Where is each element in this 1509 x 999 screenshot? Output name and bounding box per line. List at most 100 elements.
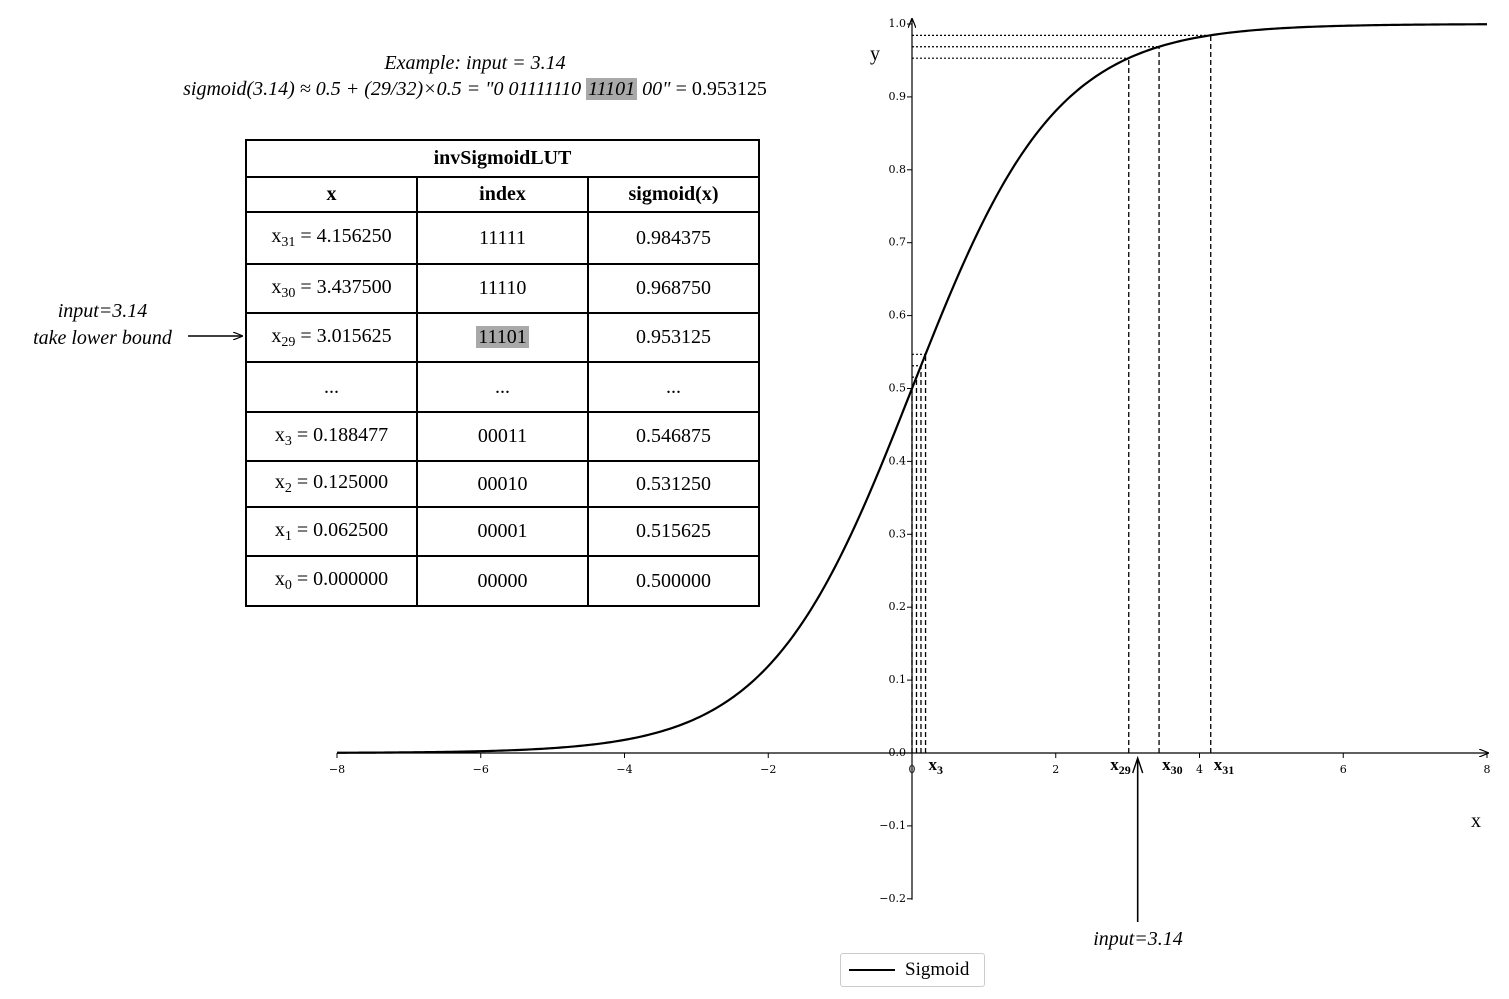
header-x: x: [245, 176, 418, 213]
x-tick-label: −2: [760, 763, 776, 776]
x-value: = 3.015625: [300, 324, 392, 347]
cell-sigmoid: 0.500000: [587, 555, 760, 607]
curve-layer: [336, 23, 1488, 754]
table-row: x3 = 0.188477 00011 0.546875: [245, 411, 760, 462]
cell-ellipsis: ...: [416, 361, 589, 413]
x-subscript: 3: [284, 433, 292, 449]
lut-table: invSigmoidLUT x index sigmoid(x) x31 = 4…: [245, 139, 760, 607]
x-subscript: 1: [284, 528, 292, 544]
cell-index: 11110: [416, 263, 589, 314]
cell-x: x1 = 0.062500: [245, 506, 418, 557]
table-row: x1 = 0.062500 00001 0.515625: [245, 506, 760, 557]
cell-sigmoid: 0.953125: [587, 312, 760, 363]
x-tick-label: 0: [909, 763, 916, 776]
sigmoid-curve: [336, 23, 1488, 754]
point-labels: x3 x29 x30 x31: [929, 755, 1235, 777]
example-title: Example: input = 3.14: [384, 52, 566, 74]
header-sigmoid: sigmoid(x): [587, 176, 760, 213]
cell-x: x30 = 3.437500: [245, 263, 418, 314]
header-index: index: [416, 176, 589, 213]
cell-x: x31 = 4.156250: [245, 211, 418, 265]
cell-sigmoid: 0.531250: [587, 460, 760, 508]
y-tick-label: 0.9: [889, 90, 907, 103]
x-tick-label: −8: [329, 763, 345, 776]
table-row: x30 = 3.437500 11110 0.968750: [245, 263, 760, 314]
y-tick-label: 0.6: [889, 309, 907, 322]
x-subscript: 0: [284, 578, 292, 593]
point-label-base: x: [929, 755, 938, 774]
highlighted-index: 11101: [476, 326, 529, 348]
cell-x: x2 = 0.125000: [245, 460, 418, 508]
point-label-base: x: [1162, 755, 1171, 774]
cell-sigmoid: 0.984375: [587, 211, 760, 265]
y-tick-label: 0.5: [889, 382, 907, 395]
cell-index: 00000: [416, 555, 589, 607]
legend: Sigmoid: [840, 953, 985, 987]
table-note-line1: input=3.14: [57, 300, 148, 322]
table-row-highlighted: x29 = 3.015625 11101 0.953125: [245, 312, 760, 363]
table-title: invSigmoidLUT: [245, 139, 760, 178]
cell-sigmoid: 0.546875: [587, 411, 760, 462]
point-label-base: x: [1110, 755, 1119, 774]
point-label: x3: [929, 755, 944, 777]
x-tick-label: 8: [1484, 763, 1491, 776]
cell-index: 00010: [416, 460, 589, 508]
cell-ellipsis: ...: [587, 361, 760, 413]
input-arrow-head: [1132, 755, 1144, 774]
point-label-subscript: 29: [1119, 763, 1131, 777]
y-tick-label: 0.3: [889, 527, 907, 540]
table-row-ellipsis: ... ... ...: [245, 361, 760, 413]
cell-index: 00011: [416, 411, 589, 462]
cell-index: 00001: [416, 506, 589, 557]
table-row: x2 = 0.125000 00010 0.531250: [245, 460, 760, 508]
formula-result: = 0.953125: [670, 78, 767, 100]
formula-suffix: 00": [637, 78, 671, 100]
y-tick-label: −0.1: [879, 819, 906, 832]
x-tick-label: −6: [473, 763, 489, 776]
cell-x: x3 = 0.188477: [245, 411, 418, 462]
y-tick-label: 0.1: [889, 673, 907, 686]
y-tick-label: 0.7: [889, 236, 907, 249]
point-label: x30: [1162, 755, 1183, 777]
cell-sigmoid: 0.515625: [587, 506, 760, 557]
y-tick-label: 0.2: [889, 600, 907, 613]
table-note-line2: take lower bound: [33, 327, 172, 349]
cell-x: x29 = 3.015625: [245, 312, 418, 363]
point-label: x31: [1214, 755, 1235, 777]
x-subscript: 31: [281, 235, 296, 250]
x-value: = 0.000000: [296, 568, 389, 590]
cell-index: 11101: [416, 312, 589, 363]
y-axis-label: y: [870, 43, 880, 65]
x-value: = 4.156250: [300, 225, 392, 247]
x-value: = 0.188477: [296, 423, 389, 446]
x-subscript: 30: [281, 285, 296, 301]
x-subscript: 2: [284, 481, 292, 496]
annotations: [188, 336, 1144, 922]
point-label-subscript: 30: [1171, 763, 1183, 777]
cell-ellipsis: ...: [245, 361, 418, 413]
table-row: x0 = 0.000000 00000 0.500000: [245, 555, 760, 607]
y-tick-label: 0.8: [889, 163, 907, 176]
axis-input-note: input=3.14: [1093, 928, 1183, 950]
y-tick-label: 1.0: [889, 17, 907, 30]
point-label-subscript: 31: [1222, 763, 1234, 777]
x-subscript: 29: [281, 334, 296, 350]
legend-label: Sigmoid: [905, 959, 970, 980]
cell-x: x0 = 0.000000: [245, 555, 418, 607]
x-tick-label: 4: [1196, 763, 1203, 776]
point-label-base: x: [1214, 755, 1223, 774]
x-value: = 0.125000: [296, 471, 389, 493]
cell-index: 11111: [416, 211, 589, 265]
x-tick-label: −4: [616, 763, 632, 776]
table-note: input=3.14 take lower bound: [20, 298, 185, 352]
y-tick-label: 0.0: [889, 746, 907, 759]
x-tick-label: 2: [1052, 763, 1059, 776]
cell-sigmoid: 0.968750: [587, 263, 760, 314]
y-tick-label: 0.4: [889, 454, 907, 467]
y-tick-label: −0.2: [879, 892, 906, 905]
x-value: = 3.437500: [300, 275, 392, 298]
example-formula: sigmoid(3.14) ≈ 0.5 + (29/32)×0.5 = "0 0…: [150, 78, 800, 101]
formula-index-bits: 11101: [586, 78, 638, 100]
formula-prefix: sigmoid(3.14) ≈ 0.5 + (29/32)×0.5 = "0 0…: [183, 78, 587, 100]
